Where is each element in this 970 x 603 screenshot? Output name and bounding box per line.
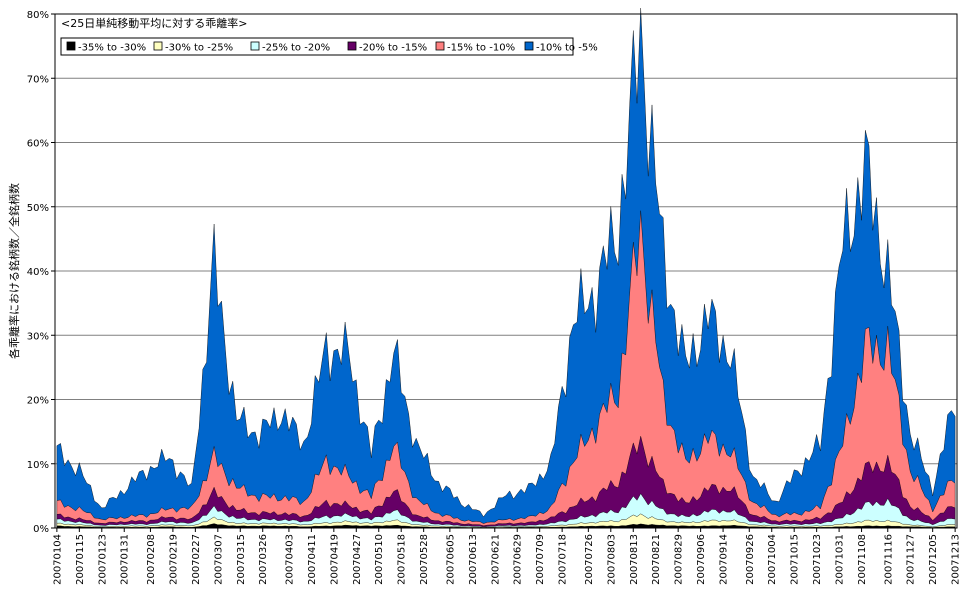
legend-entry: -20% to -15% — [359, 43, 427, 54]
area-series-30-to-25 — [56, 513, 956, 529]
legend-swatch — [250, 41, 260, 51]
y-tick-label: 70% — [27, 74, 49, 85]
x-tick-label: 20070726 — [584, 534, 595, 585]
x-tick-label: 20070803 — [606, 534, 617, 585]
x-tick-label: 20070123 — [97, 534, 108, 585]
legend-swatch — [153, 41, 163, 51]
legend-swatch — [435, 41, 445, 51]
y-tick-label: 30% — [27, 331, 49, 342]
legend-swatch — [66, 41, 76, 51]
legend: -35% to -30% -30% to -25% -25% to -20% -20%… — [60, 37, 598, 56]
x-tick-label: 20070510 — [374, 534, 385, 585]
x-tick-label: 20070315 — [236, 534, 247, 585]
y-axis-ticks: 0% 10% 20% 30% 40% 50% 60% 70% 80% — [27, 10, 55, 535]
chart-title: <25日単純移動平均に対する乖離率> — [61, 16, 247, 30]
y-tick-label: 50% — [27, 203, 49, 214]
x-tick-label: 20070613 — [468, 534, 479, 585]
y-axis-label: 各乖離率における銘柄数／全銘柄数 — [7, 183, 21, 359]
x-tick-label: 20070326 — [258, 534, 269, 585]
x-tick-label: 20070605 — [445, 534, 456, 585]
legend-swatch — [524, 41, 534, 51]
x-tick-label: 20070307 — [213, 534, 224, 585]
x-tick-label: 20071004 — [767, 534, 778, 585]
legend-entry: -10% to -5% — [536, 43, 598, 54]
area-series-25-to-20 — [56, 493, 956, 529]
x-tick-label: 20070821 — [651, 534, 662, 585]
y-tick-label: 60% — [27, 139, 49, 150]
legend-swatch — [347, 41, 357, 51]
x-tick-label: 20070718 — [558, 534, 569, 585]
legend-entry: -35% to -30% — [78, 43, 146, 54]
x-tick-label: 20070709 — [535, 534, 546, 585]
x-tick-label: 20070829 — [674, 534, 685, 585]
x-tick-label: 20070115 — [75, 534, 86, 585]
legend-entry: -30% to -25% — [165, 43, 233, 54]
legend-entry: -25% to -20% — [262, 43, 330, 54]
x-tick-label: 20071023 — [812, 534, 823, 585]
x-tick-label: 20070528 — [419, 534, 430, 585]
y-tick-label: 80% — [27, 10, 49, 21]
x-tick-label: 20070208 — [146, 534, 157, 585]
x-tick-label: 20070427 — [352, 534, 363, 585]
x-tick-label: 20070403 — [284, 534, 295, 585]
area-series-10-to-5 — [56, 8, 956, 529]
y-tick-label: 20% — [27, 396, 49, 407]
x-tick-label: 20071205 — [928, 534, 939, 585]
x-tick-label: 20070411 — [307, 534, 318, 585]
x-tick-label: 20070518 — [397, 534, 408, 585]
x-tick-label: 20070906 — [696, 534, 707, 585]
area-series-35-to-30 — [56, 523, 956, 529]
x-tick-label: 20070131 — [120, 534, 131, 585]
legend-entry: -15% to -10% — [447, 43, 515, 54]
x-tick-label: 20071127 — [906, 534, 917, 585]
x-axis-ticks: 20070104 20070115 20070123 20070131 20070208… — [52, 528, 962, 585]
x-tick-label: 20070629 — [513, 534, 524, 585]
x-tick-label: 20070914 — [719, 534, 730, 585]
y-tick-label: 0% — [33, 524, 49, 535]
x-tick-label: 20070227 — [191, 534, 202, 585]
x-tick-label: 20071108 — [857, 534, 868, 585]
x-tick-label: 20071116 — [883, 534, 894, 585]
x-tick-label: 20070813 — [629, 534, 640, 585]
x-tick-label: 20070219 — [168, 534, 179, 585]
y-tick-label: 10% — [27, 460, 49, 471]
area-series-group — [56, 8, 956, 529]
x-tick-label: 20071213 — [951, 534, 962, 585]
x-tick-label: 20071031 — [835, 534, 846, 585]
x-tick-label: 20070419 — [329, 534, 340, 585]
x-tick-label: 20071015 — [790, 534, 801, 585]
x-tick-label: 20070926 — [745, 534, 756, 585]
x-tick-label: 20070621 — [490, 534, 501, 585]
area-series-20-to-15 — [56, 436, 956, 529]
legend-box — [60, 37, 574, 56]
y-tick-label: 40% — [27, 267, 49, 278]
x-tick-label: 20070104 — [52, 534, 63, 585]
